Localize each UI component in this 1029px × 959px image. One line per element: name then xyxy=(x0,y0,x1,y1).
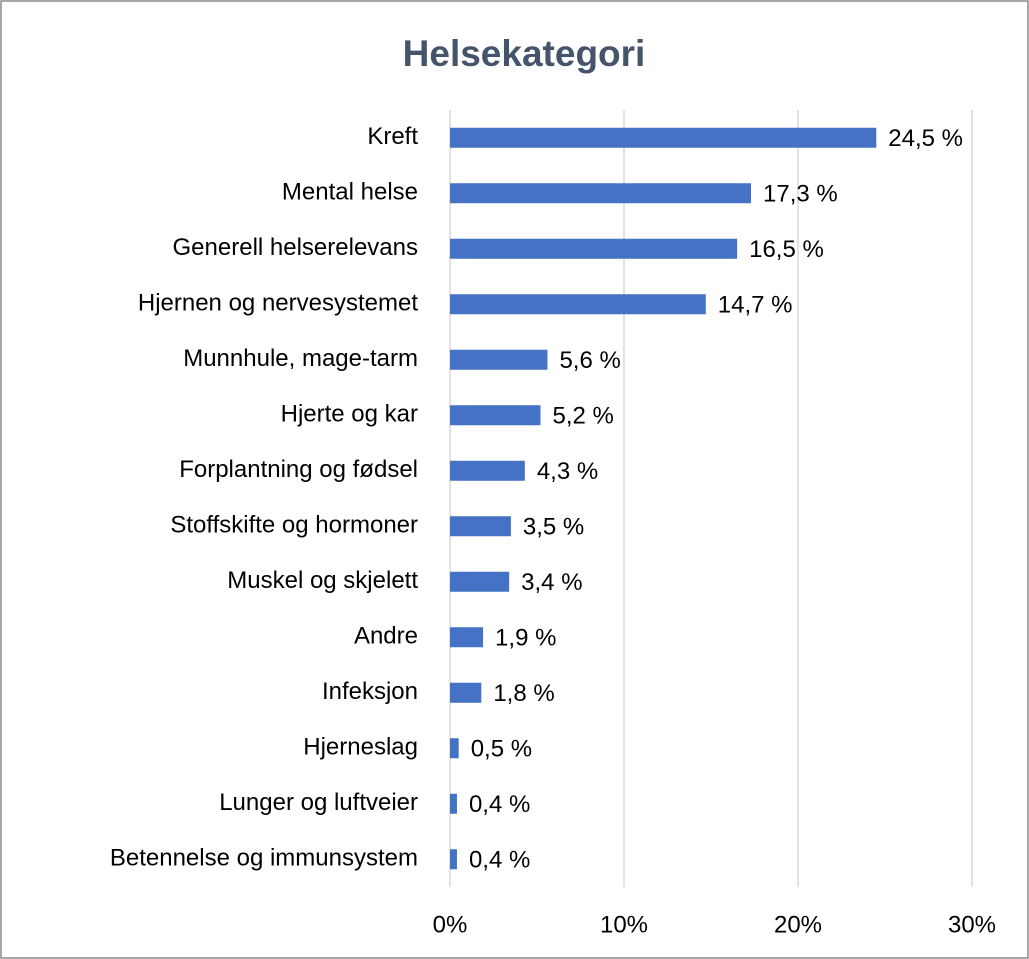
y-tick-label: Betennelse og immunsystem xyxy=(110,845,418,872)
y-tick-label: Munnhule, mage-tarm xyxy=(183,345,418,372)
y-tick-label: Hjerte og kar xyxy=(281,401,418,428)
y-tick-label: Muskel og skjelett xyxy=(227,567,418,594)
y-tick-label: Hjerneslag xyxy=(303,734,418,761)
bar xyxy=(450,849,457,870)
value-label: 3,4 % xyxy=(521,569,582,596)
value-label: 14,7 % xyxy=(718,292,793,319)
value-label: 4,3 % xyxy=(537,458,598,485)
bar xyxy=(450,682,482,703)
x-tick-label: 30% xyxy=(948,911,996,938)
bar xyxy=(450,793,457,814)
x-tick-label: 10% xyxy=(600,911,648,938)
bar xyxy=(450,349,548,370)
y-tick-label: Hjernen og nervesystemet xyxy=(138,290,418,317)
bar xyxy=(450,460,525,481)
y-tick-label: Stoffskifte og hormoner xyxy=(170,512,418,539)
bar xyxy=(450,516,511,537)
bar xyxy=(450,405,541,426)
bar xyxy=(450,183,752,204)
y-tick-label: Forplantning og fødsel xyxy=(179,456,418,483)
y-tick-label: Infeksjon xyxy=(322,678,418,705)
value-label: 3,5 % xyxy=(523,514,584,541)
y-tick-label: Generell helserelevans xyxy=(173,234,418,261)
y-tick-label: Andre xyxy=(354,623,418,650)
bar xyxy=(450,294,706,315)
value-label: 0,4 % xyxy=(469,791,530,818)
value-label: 24,5 % xyxy=(888,125,963,152)
value-label: 5,2 % xyxy=(552,403,613,430)
bar xyxy=(450,127,877,148)
bar xyxy=(450,627,484,648)
value-label: 0,4 % xyxy=(469,847,530,874)
value-label: 5,6 % xyxy=(559,347,620,374)
bar xyxy=(450,738,459,759)
x-tick-label: 0% xyxy=(433,911,468,938)
y-tick-label: Mental helse xyxy=(282,179,418,206)
bar xyxy=(450,571,510,592)
value-label: 17,3 % xyxy=(763,181,838,208)
bar xyxy=(450,238,738,259)
value-label: 1,8 % xyxy=(493,680,554,707)
value-label: 16,5 % xyxy=(749,236,824,263)
value-label: 1,9 % xyxy=(495,625,556,652)
value-label: 0,5 % xyxy=(471,736,532,763)
y-tick-label: Lunger og luftveier xyxy=(219,789,418,816)
chart-title: Helsekategori xyxy=(403,33,646,74)
x-tick-label: 20% xyxy=(774,911,822,938)
y-tick-label: Kreft xyxy=(367,123,418,150)
